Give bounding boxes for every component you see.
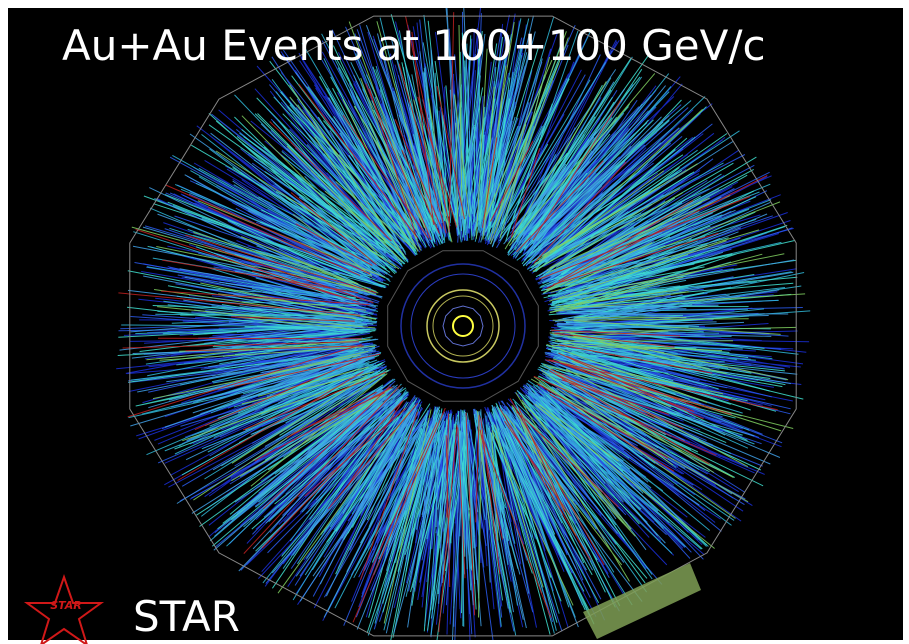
inner-ring — [442, 305, 484, 347]
inner-hole — [387, 250, 539, 402]
title: Au+Au Events at 100+100 GeV/c — [62, 21, 766, 70]
tracks — [116, 8, 811, 640]
logo-label: STAR — [50, 599, 82, 612]
ring — [432, 295, 494, 357]
track-group — [118, 12, 778, 633]
detector — [129, 15, 797, 637]
logo-star — [23, 573, 105, 644]
ring — [426, 289, 500, 363]
ring — [400, 263, 526, 389]
caption: STAR — [133, 592, 240, 641]
outer-boundary — [129, 15, 797, 637]
ring — [410, 273, 516, 379]
detector-module — [583, 563, 701, 639]
star-logo: STAR — [23, 573, 105, 644]
core — [452, 315, 474, 337]
track-group — [131, 21, 806, 624]
